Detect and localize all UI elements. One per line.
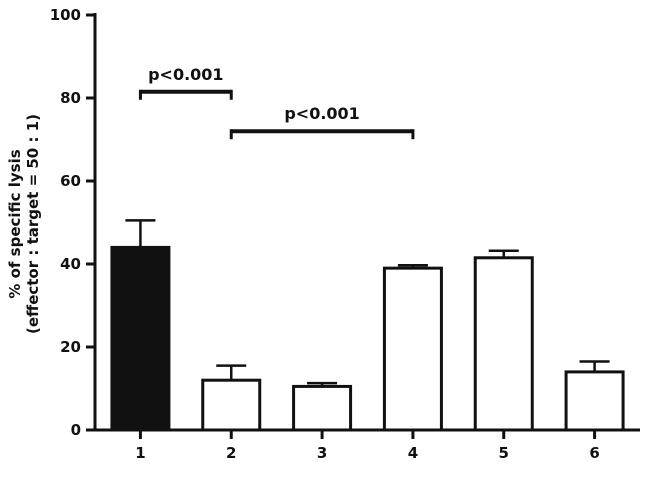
significance-layer: p<0.001 p<0.001 xyxy=(138,65,415,140)
axes-layer xyxy=(93,13,640,432)
x-ticks-layer: 1 2 3 4 5 6 xyxy=(135,430,600,462)
x-tick-label: 3 xyxy=(317,444,327,462)
x-tick-label: 4 xyxy=(408,444,418,462)
y-tick-label: 40 xyxy=(60,255,81,273)
y-tick-label: 100 xyxy=(50,6,81,24)
bar-1 xyxy=(110,245,171,432)
y-axis-label: % of specific lysis (effector : target =… xyxy=(6,114,42,334)
bar-6 xyxy=(564,370,625,432)
x-tick-label: 6 xyxy=(589,444,599,462)
y-tick-label: 60 xyxy=(60,172,81,190)
bar-4 xyxy=(382,266,443,432)
bar-3 xyxy=(292,384,353,432)
bar-2 xyxy=(201,378,262,432)
y-tick-label: 80 xyxy=(60,89,81,107)
x-tick-label: 2 xyxy=(226,444,236,462)
y-axis-label-line2: (effector : target = 50 : 1) xyxy=(24,114,42,334)
x-tick-label: 1 xyxy=(135,444,145,462)
y-ticks-layer: 0 20 40 60 80 100 xyxy=(50,6,95,439)
y-tick-label: 0 xyxy=(71,421,81,439)
bar-5 xyxy=(473,256,534,432)
significance-label: p<0.001 xyxy=(148,65,223,84)
y-tick-label: 20 xyxy=(60,338,81,356)
x-tick-label: 5 xyxy=(499,444,509,462)
significance-label: p<0.001 xyxy=(284,104,359,123)
bars-layer xyxy=(110,219,625,432)
y-axis-label-line1: % of specific lysis xyxy=(6,149,24,298)
